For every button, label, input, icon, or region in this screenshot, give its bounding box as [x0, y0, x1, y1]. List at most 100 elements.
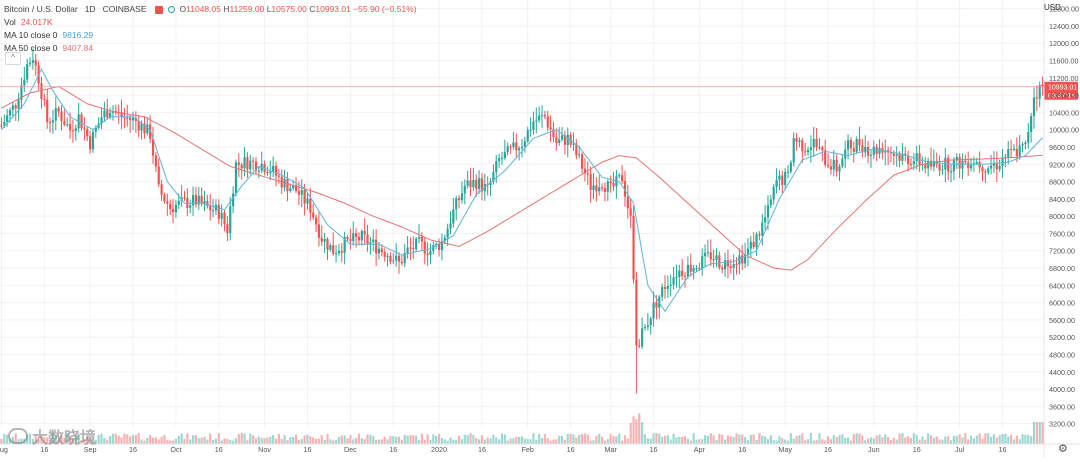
gear-icon[interactable]: ⚙ [1058, 443, 1068, 455]
candle-body [435, 243, 438, 246]
candle-body [120, 112, 123, 118]
candle-body [34, 60, 37, 66]
volume-bar [969, 435, 973, 444]
volume-bar [927, 433, 930, 444]
candle-body [775, 179, 778, 187]
candle-body [1027, 132, 1030, 143]
volume-bar [769, 435, 772, 444]
candle-body [266, 172, 269, 174]
volume-bar [412, 435, 415, 444]
price-tick-label: 8800.00 [1049, 178, 1075, 187]
candle-body [86, 129, 89, 137]
ma10-line [1, 68, 1043, 313]
candle-body [909, 164, 913, 166]
watermark-text: 大数晓境 [32, 430, 97, 447]
volume-bar [735, 433, 738, 444]
candle-body [949, 171, 953, 173]
candle-body [941, 169, 944, 171]
candle-body [89, 136, 92, 150]
volume-bar [864, 440, 867, 444]
price-tick-label: 10000.00 [1049, 126, 1079, 135]
volume-bar [274, 438, 278, 444]
volume-bar [941, 439, 944, 444]
volume-bar [66, 433, 69, 444]
volume-bar [357, 433, 361, 444]
volume-bar [935, 436, 938, 444]
candle-body [952, 160, 955, 172]
volume-bar [678, 436, 681, 444]
candle-body [749, 241, 752, 249]
candle-body [317, 224, 321, 238]
volume-bar [875, 435, 878, 444]
watermark: 大数晓境 [8, 424, 96, 448]
volume-bar [449, 437, 452, 444]
volume-bar [489, 438, 492, 444]
volume-bar [809, 433, 812, 444]
volume-bar [749, 434, 752, 444]
candle-body [449, 223, 452, 229]
volume-bar [249, 433, 252, 444]
candle-body [212, 210, 215, 212]
interval-label[interactable]: 1D [84, 4, 96, 14]
collapse-legend-button[interactable]: ^ [5, 52, 21, 65]
candle-body [998, 166, 1001, 170]
volume-bar [352, 439, 355, 444]
volume-bar [3, 433, 6, 444]
candle-body [755, 234, 758, 248]
candle-body [154, 155, 157, 167]
candle-body [878, 148, 881, 154]
low-label: L [266, 4, 272, 14]
candle-body [741, 255, 744, 264]
candle-body [383, 251, 386, 257]
candle-body [841, 158, 844, 167]
volume-bar [592, 440, 595, 444]
candle-body [43, 99, 46, 101]
price-tick-label: 8400.00 [1049, 195, 1075, 204]
ohlc-values: O11048.05 H11259.00 L10575.00 C10993.01 … [180, 3, 417, 16]
currency-selector[interactable]: USD [1044, 3, 1061, 12]
time-tick-label: Jun [868, 445, 880, 454]
price-tick-label: 4400.00 [1049, 368, 1075, 377]
volume-bar [209, 433, 212, 444]
candle-body [675, 276, 678, 278]
volume-bar [129, 436, 132, 444]
candle-body [223, 212, 226, 224]
volume-bar [46, 437, 49, 444]
symbol-name[interactable]: Bitcoin / U.S. Dollar [4, 4, 78, 14]
chart-legend: Bitcoin / U.S. Dollar 1D COINBASE O11048… [4, 3, 417, 55]
candle-body [683, 275, 687, 277]
volume-bar [661, 436, 664, 444]
time-tick-label: 16 [824, 445, 832, 454]
volume-bar [618, 433, 621, 444]
volume-bar [766, 439, 770, 444]
volume-bar [989, 436, 993, 444]
candle-body [709, 252, 712, 260]
legend-volume-row[interactable]: Vol 24.017K [4, 16, 417, 29]
candle-body [17, 99, 20, 109]
candle-body [80, 114, 83, 129]
candle-body [595, 185, 598, 192]
volume-bar [197, 438, 200, 444]
volume-bar [475, 438, 478, 444]
candle-body [300, 190, 303, 195]
candle-body [520, 146, 524, 149]
legend-ma50-row[interactable]: MA 50 close 0 9407.84 [4, 42, 417, 55]
volume-bar [944, 436, 947, 444]
last-price-tag [1044, 81, 1078, 100]
candle-body [11, 105, 14, 111]
volume-bar [629, 422, 632, 444]
volume-bar [480, 435, 484, 444]
candle-body [146, 124, 149, 134]
legend-ma10-row[interactable]: MA 10 close 0 9816.29 [4, 29, 417, 42]
volume-bar [1041, 422, 1044, 444]
candle-body [744, 254, 747, 264]
volume-bar [924, 439, 927, 444]
volume-bar [83, 439, 86, 444]
candle-body [558, 139, 561, 144]
candle-body [1010, 148, 1013, 150]
volume-bar [243, 433, 246, 444]
volume-bar [54, 435, 57, 444]
candle-body [867, 146, 870, 156]
